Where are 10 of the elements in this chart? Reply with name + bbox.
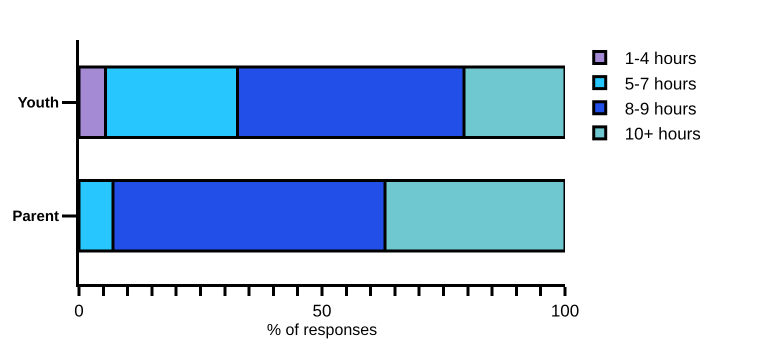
x-tick-label: 50 (312, 301, 332, 320)
legend-label: 1-4 hours (624, 49, 697, 68)
y-tick-label: Youth (18, 94, 59, 112)
x-axis-title: % of responses (266, 322, 378, 339)
x-tick-label: 0 (74, 301, 84, 320)
legend-label: 8-9 hours (624, 99, 697, 118)
y-tick-label: Parent (12, 208, 59, 226)
x-tick-label: 100 (550, 301, 580, 320)
legend-label: 10+ hours (624, 124, 701, 144)
legend-label: 5-7 hours (624, 74, 697, 94)
